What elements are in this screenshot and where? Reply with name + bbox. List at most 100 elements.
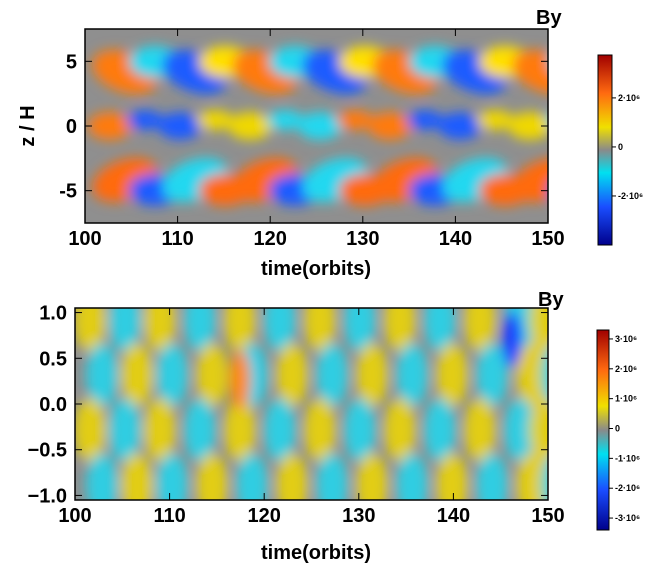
- texture: [424, 308, 456, 352]
- texture: [396, 453, 428, 500]
- colorbar: [597, 54, 613, 246]
- texture: [75, 398, 106, 462]
- colorbar-tick-label: 0: [615, 424, 620, 434]
- texture: [337, 110, 373, 130]
- texture: [88, 112, 132, 140]
- x-tick-label: 100: [58, 505, 91, 527]
- texture: [316, 343, 348, 407]
- texture: [547, 116, 548, 124]
- texture: [516, 343, 548, 407]
- texture: [196, 453, 228, 500]
- texture: [276, 453, 308, 500]
- texture: [356, 453, 388, 500]
- y-tick-label: 1.0: [39, 303, 67, 325]
- x-tick-label: 140: [437, 505, 470, 527]
- x-tick-label: 150: [531, 505, 564, 527]
- texture: [516, 453, 548, 500]
- texture: [529, 308, 548, 352]
- colorbar-tick-label: 2·10⁶: [615, 364, 637, 374]
- x-axis-label: time(orbits): [261, 542, 371, 564]
- texture: [407, 110, 443, 130]
- texture: [121, 343, 153, 407]
- texture: [512, 157, 548, 203]
- heatmap-field: [85, 29, 601, 223]
- texture: [504, 398, 536, 462]
- texture: [424, 398, 456, 462]
- texture: [184, 398, 216, 462]
- texture: [86, 453, 118, 500]
- texture: [264, 308, 296, 352]
- texture: [298, 112, 342, 140]
- texture: [158, 112, 202, 140]
- texture: [476, 453, 508, 500]
- y-tick-label: 5: [66, 51, 77, 73]
- texture: [228, 112, 272, 140]
- colorbar-tick-label: -2·10⁶: [618, 191, 643, 201]
- texture: [541, 458, 548, 500]
- colorbar-tick-label: -2·10⁶: [615, 483, 640, 493]
- texture: [236, 453, 268, 500]
- x-tick-label: 130: [342, 505, 375, 527]
- colorbar: [596, 329, 610, 531]
- colorbar-tick-label: -1·10⁶: [615, 453, 640, 463]
- texture: [344, 308, 376, 352]
- y-tick-label: -5: [59, 181, 77, 203]
- texture: [196, 343, 228, 407]
- y-tick-label: −1.0: [28, 485, 67, 507]
- texture: [109, 398, 141, 462]
- x-tick-label: 150: [531, 228, 564, 250]
- texture: [368, 112, 412, 140]
- texture: [144, 398, 176, 462]
- x-tick-label: 110: [153, 505, 185, 527]
- texture: [156, 343, 188, 407]
- colorbar-tick-label: 1·10⁶: [615, 394, 637, 404]
- texture: [86, 343, 118, 407]
- y-tick-label: 0.5: [39, 348, 67, 370]
- texture: [396, 343, 428, 407]
- panel-title: By: [536, 7, 562, 29]
- texture: [267, 110, 303, 130]
- y-tick-label: 0.0: [39, 394, 67, 416]
- texture: [356, 343, 388, 407]
- heatmap-field: [75, 308, 548, 500]
- y-axis-label: z / H: [17, 105, 39, 146]
- texture: [436, 453, 468, 500]
- texture: [512, 49, 548, 95]
- texture: [549, 46, 601, 78]
- texture: [224, 308, 256, 352]
- x-tick-label: 100: [68, 228, 101, 250]
- texture: [436, 343, 468, 407]
- texture: [75, 308, 106, 352]
- colorbar-tick-label: -3·10⁶: [615, 513, 640, 523]
- x-axis-label: time(orbits): [261, 258, 371, 280]
- texture: [197, 110, 233, 130]
- y-tick-label: −0.5: [28, 440, 67, 462]
- panel-title: By: [538, 289, 564, 311]
- texture: [316, 453, 348, 500]
- texture: [264, 398, 296, 462]
- colorbar-tick-label: 3·10⁶: [615, 334, 637, 344]
- x-tick-label: 120: [254, 228, 287, 250]
- texture: [477, 110, 513, 130]
- texture: [304, 398, 336, 462]
- x-tick-label: 120: [248, 505, 281, 527]
- texture: [344, 398, 376, 462]
- texture: [384, 398, 416, 462]
- y-tick-label: 0: [66, 116, 77, 138]
- texture: [502, 312, 522, 368]
- texture: [144, 308, 176, 352]
- texture: [230, 350, 250, 410]
- colorbar-tick-label: 2·10⁶: [618, 93, 640, 103]
- texture: [121, 453, 153, 500]
- texture: [224, 398, 256, 462]
- x-tick-label: 130: [346, 228, 379, 250]
- texture: [529, 398, 548, 462]
- texture: [438, 112, 482, 140]
- texture: [549, 174, 601, 206]
- texture: [127, 110, 163, 130]
- texture: [464, 398, 496, 462]
- texture: [464, 308, 496, 352]
- texture: [156, 453, 188, 500]
- texture: [304, 308, 336, 352]
- colorbar-tick-label: 0: [618, 142, 623, 152]
